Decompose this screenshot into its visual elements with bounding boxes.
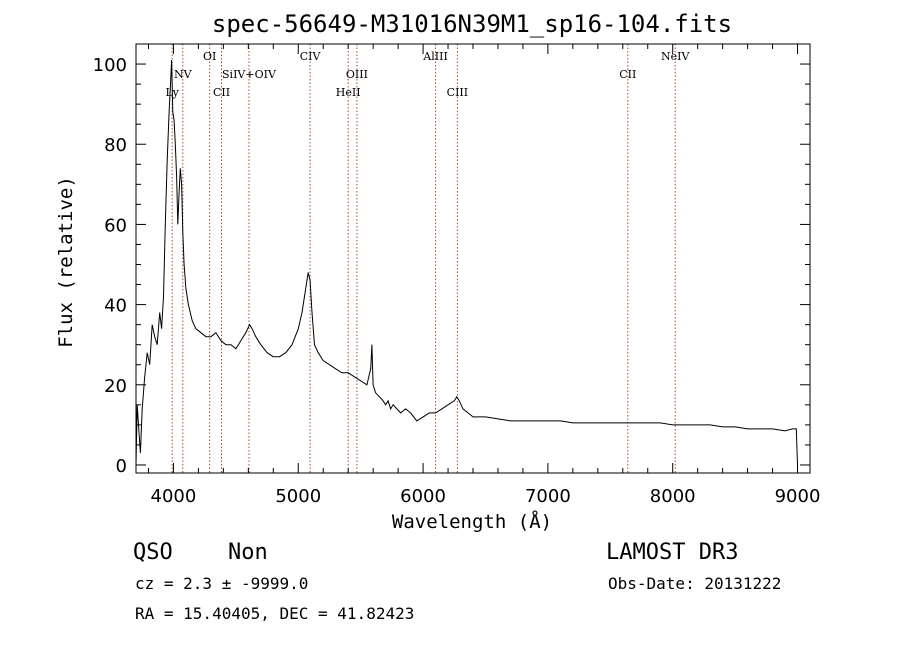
x-tick-label: 5000 [275, 486, 321, 507]
emission-line-labels: LyNVOICIISiIV+OIVCIVHeIIOIIIAlIIICIIICII… [166, 50, 691, 99]
emission-line-label: CIV [300, 50, 322, 63]
emission-line-label: NeIV [661, 50, 690, 63]
object-subclass: Non [228, 540, 268, 565]
y-tick-label: 60 [104, 215, 127, 236]
x-tick-label: 7000 [525, 486, 571, 507]
x-tick-label: 4000 [151, 486, 197, 507]
emission-line-label: HeII [336, 86, 361, 99]
redshift-text: cz = 2.3 ± -9999.0 [135, 574, 308, 593]
object-class: QSO [133, 540, 173, 565]
y-tick-label: 0 [116, 456, 127, 477]
emission-line-label: NV [174, 68, 193, 81]
emission-line-label: OIII [346, 68, 368, 81]
y-axis-label: Flux (relative) [55, 176, 77, 348]
emission-line-label: CII [213, 86, 230, 99]
coordinates: RA = 15.40405, DEC = 41.82423 [135, 604, 414, 623]
x-tick-label: 6000 [400, 486, 446, 507]
chart-title: spec-56649-M31016N39M1_sp16-104.fits [212, 10, 732, 38]
x-tick-label: 8000 [650, 486, 696, 507]
survey-label: LAMOST DR3 [606, 540, 738, 565]
y-axis-ticks: 0 20 40 60 80 100 [93, 55, 810, 477]
emission-line-markers [171, 44, 676, 473]
obs-date: Obs-Date: 20131222 [608, 574, 781, 593]
spectrum-series-line [135, 59, 798, 466]
y-tick-label: 80 [104, 135, 127, 156]
plot-frame [135, 43, 811, 474]
emission-line-label: SiIV+OIV [222, 68, 277, 81]
emission-line-label: CII [619, 68, 636, 81]
emission-line-label: CIII [447, 86, 468, 99]
x-axis-ticks: 4000 5000 6000 7000 8000 9000 [147, 44, 821, 507]
emission-line-label: OI [203, 50, 216, 63]
emission-line-label: AlIII [422, 50, 448, 63]
x-tick-label: 9000 [775, 486, 821, 507]
y-tick-label: 20 [104, 376, 127, 397]
x-axis-label: Wavelength (Å) [392, 510, 552, 533]
y-tick-label: 100 [93, 55, 127, 76]
y-tick-label: 40 [104, 296, 127, 317]
